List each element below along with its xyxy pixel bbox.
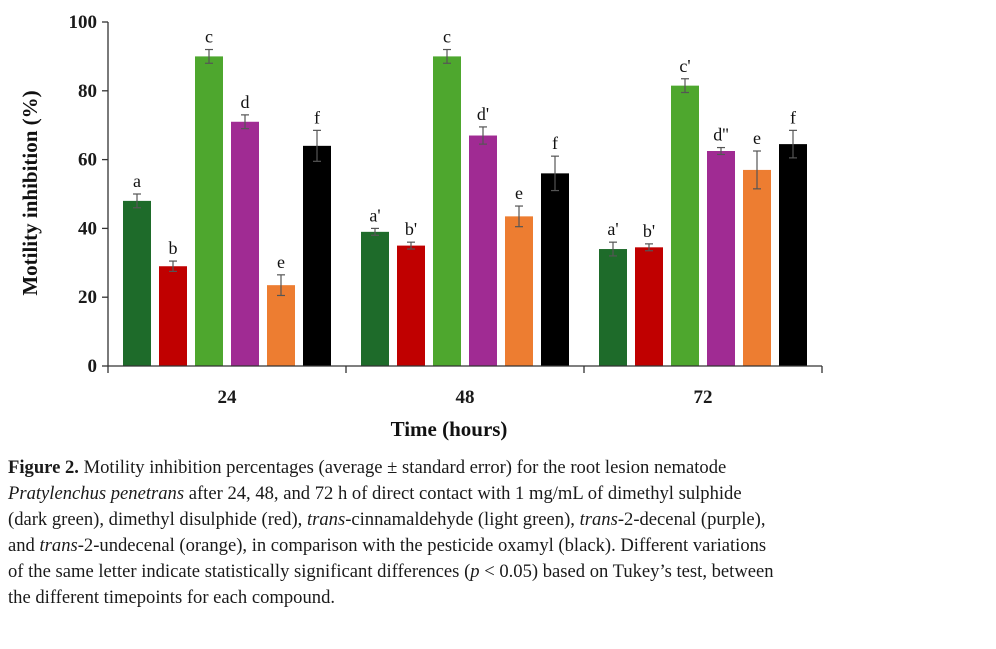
error-bar <box>313 129 321 162</box>
significance-label: a <box>133 171 141 191</box>
bar <box>743 169 771 366</box>
error-bar <box>241 114 249 130</box>
error-bar <box>479 126 487 145</box>
significance-label: b' <box>405 219 417 239</box>
bars-layer <box>123 56 807 367</box>
significance-label: f <box>314 107 320 127</box>
error-bar <box>443 48 451 64</box>
error-bar <box>551 155 559 192</box>
y-tick-label: 0 <box>88 356 98 377</box>
bar <box>195 56 223 367</box>
bar <box>397 245 425 366</box>
bar <box>361 231 389 366</box>
bar <box>671 85 699 366</box>
error-bar <box>169 260 177 272</box>
x-axis-title: Time (hours) <box>391 417 508 441</box>
significance-label: e <box>277 252 285 272</box>
bar <box>599 249 627 366</box>
y-tick-label: 20 <box>78 287 97 308</box>
bar-chart: a b c d e f a' b' c d' e f a' b' c' d'' e f 24 48 72 0 20 40 60… <box>18 12 823 441</box>
caption-line-2: Pratylenchus penetrans after 24, 48, and… <box>8 483 742 504</box>
error-bar <box>753 150 761 190</box>
significance-label: f <box>552 133 558 153</box>
y-tick-label: 100 <box>69 12 98 33</box>
error-bar <box>609 241 617 257</box>
significance-label: a' <box>369 205 380 225</box>
x-tick-label: 72 <box>694 387 713 408</box>
x-tick-label: 48 <box>456 387 475 408</box>
error-bars-layer <box>133 48 797 297</box>
figure-label: Figure 2. <box>8 457 79 478</box>
bar <box>707 151 735 366</box>
significance-label: d'' <box>713 125 729 145</box>
axes-layer: 24 48 72 0 20 40 60 80 100 <box>69 12 823 408</box>
bar <box>231 121 259 366</box>
significance-label: d <box>241 92 250 112</box>
caption-line-1: Figure 2. Motility inhibition percentage… <box>8 457 727 478</box>
significance-labels-layer: a b c d e f a' b' c d' e f a' b' c' d'' e f <box>133 27 796 272</box>
caption-line-6: the different timepoints for each compou… <box>8 587 336 608</box>
bar <box>779 144 807 366</box>
y-tick-label: 40 <box>78 218 97 239</box>
error-bar <box>717 146 725 156</box>
bar <box>635 247 663 366</box>
caption-line-3: (dark green), dimethyl disulphide (red),… <box>8 509 766 530</box>
bar <box>433 56 461 367</box>
y-tick-label: 80 <box>78 81 97 102</box>
figure-caption: Figure 2. Motility inhibition percentage… <box>8 455 988 611</box>
significance-label: e <box>753 128 761 148</box>
significance-label: b' <box>643 221 655 241</box>
bar <box>267 285 295 366</box>
error-bar <box>133 193 141 209</box>
significance-label: c <box>443 27 451 47</box>
caption-line-5: of the same letter indicate statisticall… <box>8 561 774 582</box>
error-bar <box>645 243 653 252</box>
error-bar <box>681 78 689 94</box>
error-bar <box>515 205 523 228</box>
significance-label: c <box>205 27 213 47</box>
y-axis-title: Motility inhibition (%) <box>18 90 42 295</box>
error-bar <box>277 274 285 297</box>
significance-label: c' <box>679 56 690 76</box>
bar <box>505 216 533 366</box>
error-bar <box>407 241 415 250</box>
y-tick-label: 60 <box>78 150 97 171</box>
significance-label: a' <box>607 219 618 239</box>
x-tick-label: 24 <box>218 387 238 408</box>
species-name: Pratylenchus penetrans <box>8 483 185 504</box>
error-bar <box>371 227 379 236</box>
caption-line-4: and trans-2-undecenal (orange), in compa… <box>8 535 767 556</box>
bar <box>469 135 497 366</box>
significance-label: e <box>515 183 523 203</box>
bar <box>159 266 187 366</box>
error-bar <box>789 129 797 159</box>
bar <box>541 173 569 366</box>
bar <box>303 145 331 366</box>
bar <box>123 200 151 366</box>
significance-label: b <box>169 238 178 258</box>
significance-label: f <box>790 107 796 127</box>
error-bar <box>205 48 213 64</box>
significance-label: d' <box>477 104 489 124</box>
